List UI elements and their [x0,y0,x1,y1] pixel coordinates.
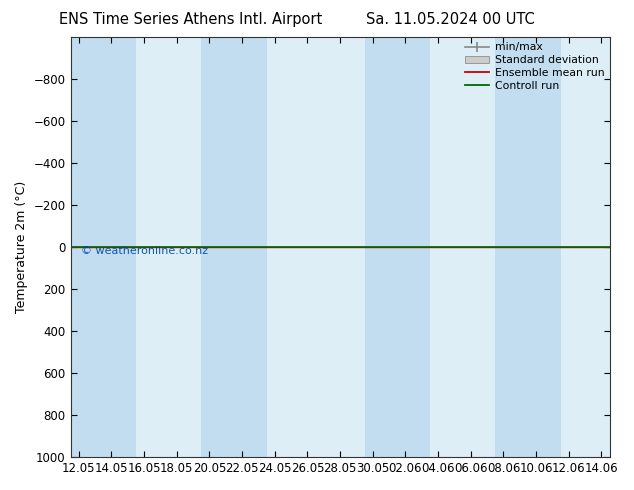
Bar [103,37,136,457]
Bar [495,37,528,457]
Bar [201,37,234,457]
Legend: min/max, Standard deviation, Ensemble mean run, Controll run: min/max, Standard deviation, Ensemble me… [463,40,606,93]
Text: ENS Time Series Athens Intl. Airport: ENS Time Series Athens Intl. Airport [58,12,322,27]
Text: Sa. 11.05.2024 00 UTC: Sa. 11.05.2024 00 UTC [366,12,534,27]
Bar [70,37,103,457]
Bar [398,37,430,457]
Bar [528,37,560,457]
Bar [234,37,266,457]
Y-axis label: Temperature 2m (°C): Temperature 2m (°C) [15,181,28,313]
Text: © weatheronline.co.nz: © weatheronline.co.nz [81,246,209,256]
Bar [365,37,398,457]
